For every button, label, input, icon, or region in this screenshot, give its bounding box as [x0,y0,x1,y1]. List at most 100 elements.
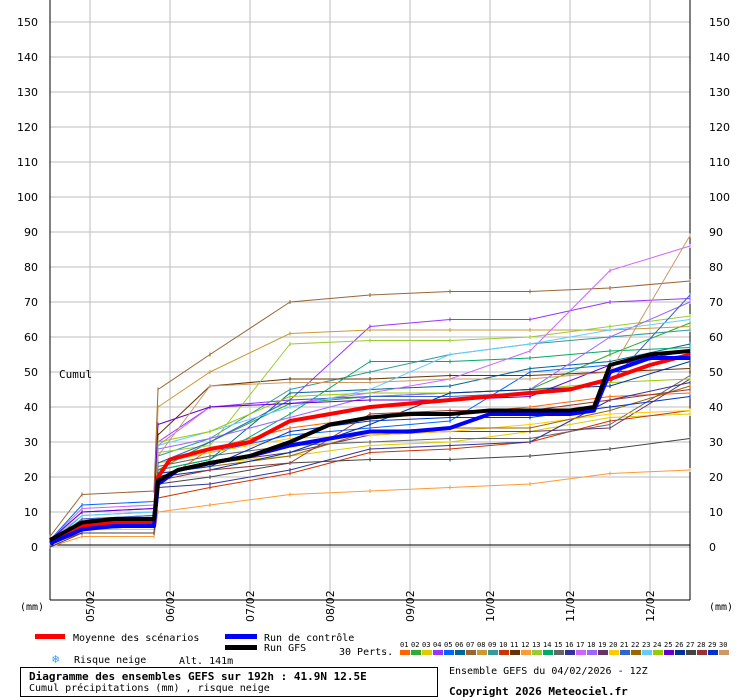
pert-number: 04 [433,641,441,649]
pert-swatch [444,650,454,655]
pert-number: 11 [510,641,518,649]
y-tick-label: 100 [709,191,730,204]
pert-swatch [653,650,663,655]
gfs-line [49,349,691,542]
pert-number: 06 [455,641,463,649]
pert-swatch [554,650,564,655]
pert-number: 28 [697,641,705,649]
plot-background [50,0,690,600]
y-tick-label: 70 [24,296,38,309]
y-tick-label: 100 [17,191,38,204]
pert-swatch [675,650,685,655]
pert-number: 08 [477,641,485,649]
pert-number: 27 [686,641,694,649]
pert-number: 29 [708,641,716,649]
pert-number: 05 [444,641,452,649]
pert-number: 30 [719,641,727,649]
pert-number: 02 [411,641,419,649]
pert-swatch [576,650,586,655]
main-series [49,349,691,546]
mean-legend-swatch [35,634,65,639]
pert-swatch [620,650,630,655]
x-tick-label: 11/02 [564,590,577,622]
pert-swatch [499,650,509,655]
pert-swatch [411,650,421,655]
y-tick-label: 90 [709,226,723,239]
pert-swatch [466,650,476,655]
info-box: Diagramme des ensembles GEFS sur 192h : … [20,667,438,697]
y-tick-label: 140 [17,51,38,64]
pert-swatch [488,650,498,655]
mean-legend-label: Moyenne des scénarios [73,632,199,644]
y-tick-label: 130 [709,86,730,99]
pert-number: 24 [653,641,661,649]
unit-label-right: (mm) [709,602,733,613]
pert-number: 16 [565,641,573,649]
pert-number: 26 [675,641,683,649]
pert-swatch [521,650,531,655]
x-tick-label: 09/02 [404,590,417,622]
chart-subtitle: Cumul précipitations (mm) , risque neige [29,683,270,694]
pert-swatch [455,650,465,655]
y-tick-label: 40 [709,401,723,414]
pert-swatch [664,650,674,655]
y-axis-right: 0 10 20 30 40 50 60 70 80 90 100 110 120 130 140 150 [709,16,730,554]
ensemble-run-label: Ensemble GEFS du 04/02/2026 - 12Z [449,666,648,677]
y-tick-label: 80 [709,261,723,274]
cumul-label: Cumul [59,368,92,381]
perts-label: 30 Perts. [339,647,393,658]
pert-swatch [598,650,608,655]
pert-number: 15 [554,641,562,649]
pert-swatch [587,650,597,655]
pert-swatch [609,650,619,655]
pert-swatch [708,650,718,655]
y-tick-label: 60 [709,331,723,344]
pert-number: 13 [532,641,540,649]
y-tick-label: 120 [17,121,38,134]
y-tick-label: 110 [709,156,730,169]
x-tick-label: 10/02 [484,590,497,622]
pert-number: 07 [466,641,474,649]
pert-number: 01 [400,641,408,649]
x-axis: 05/02 06/02 07/02 08/02 09/02 10/02 11/02 12/02 [84,590,657,622]
pert-number: 17 [576,641,584,649]
x-tick-label: 12/02 [644,590,657,622]
pert-number: 10 [499,641,507,649]
pert-number: 21 [620,641,628,649]
pert-swatch [532,650,542,655]
pert-number: 25 [664,641,672,649]
y-tick-label: 0 [31,541,38,554]
pert-swatch [433,650,443,655]
pert-swatch [719,650,729,655]
pert-number: 03 [422,641,430,649]
snowflake-icon: ❄ [52,652,59,666]
pert-number: 20 [609,641,617,649]
pert-number: 23 [642,641,650,649]
pert-number: 09 [488,641,496,649]
y-tick-label: 110 [17,156,38,169]
pert-swatch [642,650,652,655]
x-tick-label: 06/02 [164,590,177,622]
pert-swatch [400,650,410,655]
pert-number: 14 [543,641,551,649]
x-tick-label: 05/02 [84,590,97,622]
y-tick-label: 50 [709,366,723,379]
grid-lines [49,0,691,601]
y-tick-label: 10 [24,506,38,519]
control-legend-swatch [225,634,257,639]
y-tick-label: 0 [709,541,716,554]
y-tick-label: 60 [24,331,38,344]
pert-swatch [477,650,487,655]
pert-number: 19 [598,641,606,649]
y-tick-label: 120 [709,121,730,134]
y-tick-label: 130 [17,86,38,99]
y-tick-label: 90 [24,226,38,239]
y-tick-label: 10 [709,506,723,519]
y-tick-label: 50 [24,366,38,379]
snow-legend-label: Risque neige [74,655,146,666]
control-legend-label: Run de contrôle [264,632,354,644]
pert-swatch [543,650,553,655]
pert-swatch [510,650,520,655]
y-tick-label: 140 [709,51,730,64]
pert-number: 18 [587,641,595,649]
